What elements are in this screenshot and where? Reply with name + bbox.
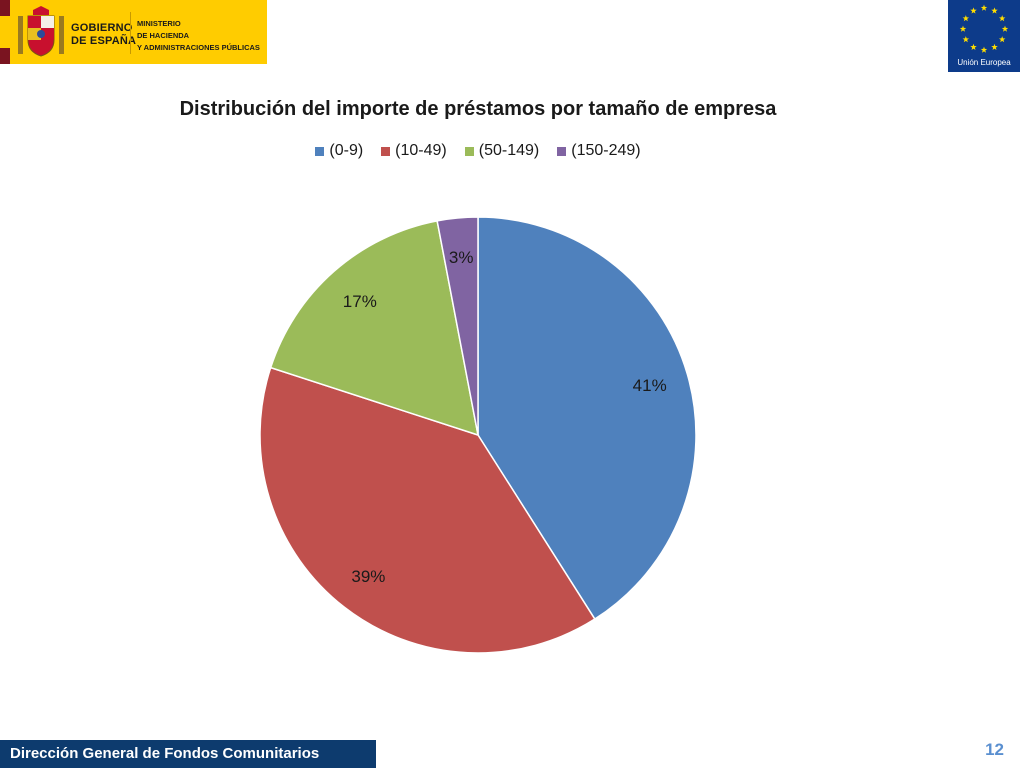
- eu-star-icon: [962, 36, 970, 43]
- eu-star-icon: [970, 7, 977, 14]
- eu-star-icon: [991, 43, 998, 50]
- legend-item: (0-9): [315, 142, 363, 160]
- legend-swatch: [557, 146, 567, 156]
- pie-slice: [477, 216, 697, 621]
- eu-star-icon: [962, 15, 970, 22]
- eu-star-icon: [998, 36, 1006, 43]
- legend-label: (50-149): [478, 142, 540, 159]
- pie-slice: [269, 219, 479, 437]
- eu-star-icon: [980, 4, 988, 11]
- eu-stars-icon: [959, 4, 1009, 53]
- legend-label: (150-249): [571, 142, 641, 159]
- eu-label: Unión Europea: [957, 58, 1011, 67]
- pie-data-label: 39%: [351, 567, 385, 586]
- gov-line-1: GOBIERNO: [71, 22, 133, 34]
- pie-data-label: 17%: [343, 292, 377, 311]
- eu-star-icon: [1001, 25, 1009, 32]
- gov-divider: [130, 12, 131, 54]
- eu-star-icon: [998, 15, 1006, 22]
- legend-swatch: [381, 146, 391, 156]
- legend-item: (10-49): [381, 142, 447, 160]
- pie-data-label: 3%: [449, 248, 474, 267]
- legend-label: (0-9): [329, 142, 364, 159]
- pie-slice: [436, 216, 479, 436]
- eu-star-icon: [970, 43, 977, 50]
- legend-label: (10-49): [395, 142, 447, 159]
- coat-of-arms-icon: [18, 6, 64, 57]
- eu-star-icon: [991, 7, 998, 14]
- legend-swatch: [315, 146, 325, 156]
- page-number: 12: [985, 740, 1004, 759]
- legend-item: (150-249): [557, 142, 641, 160]
- ministry-line-1: MINISTERIO: [137, 19, 181, 28]
- eu-star-icon: [980, 46, 988, 53]
- chart-legend: (0-9) (10-49) (50-149) (150-249): [0, 142, 956, 160]
- ministry-line-3: Y ADMINISTRACIONES PÚBLICAS: [137, 43, 260, 52]
- eu-star-icon: [959, 25, 967, 32]
- gobierno-espana-logo: GOBIERNO DE ESPAÑA MINISTERIO DE HACIEND…: [0, 0, 267, 64]
- legend-item: (50-149): [464, 142, 540, 160]
- gov-line-2: DE ESPAÑA: [71, 35, 137, 47]
- pie-data-label: 41%: [633, 376, 667, 395]
- pie-slice: [259, 366, 596, 654]
- eu-logo: Unión Europea: [948, 0, 1020, 72]
- legend-swatch: [464, 146, 474, 156]
- ministry-line-2: DE HACIENDA: [137, 31, 190, 40]
- flag-strip-icon: [0, 0, 10, 64]
- footer-bar: Dirección General de Fondos Comunitarios: [0, 740, 376, 768]
- footer-text: Dirección General de Fondos Comunitarios: [10, 745, 320, 762]
- chart-title: Distribución del importe de préstamos po…: [179, 98, 777, 120]
